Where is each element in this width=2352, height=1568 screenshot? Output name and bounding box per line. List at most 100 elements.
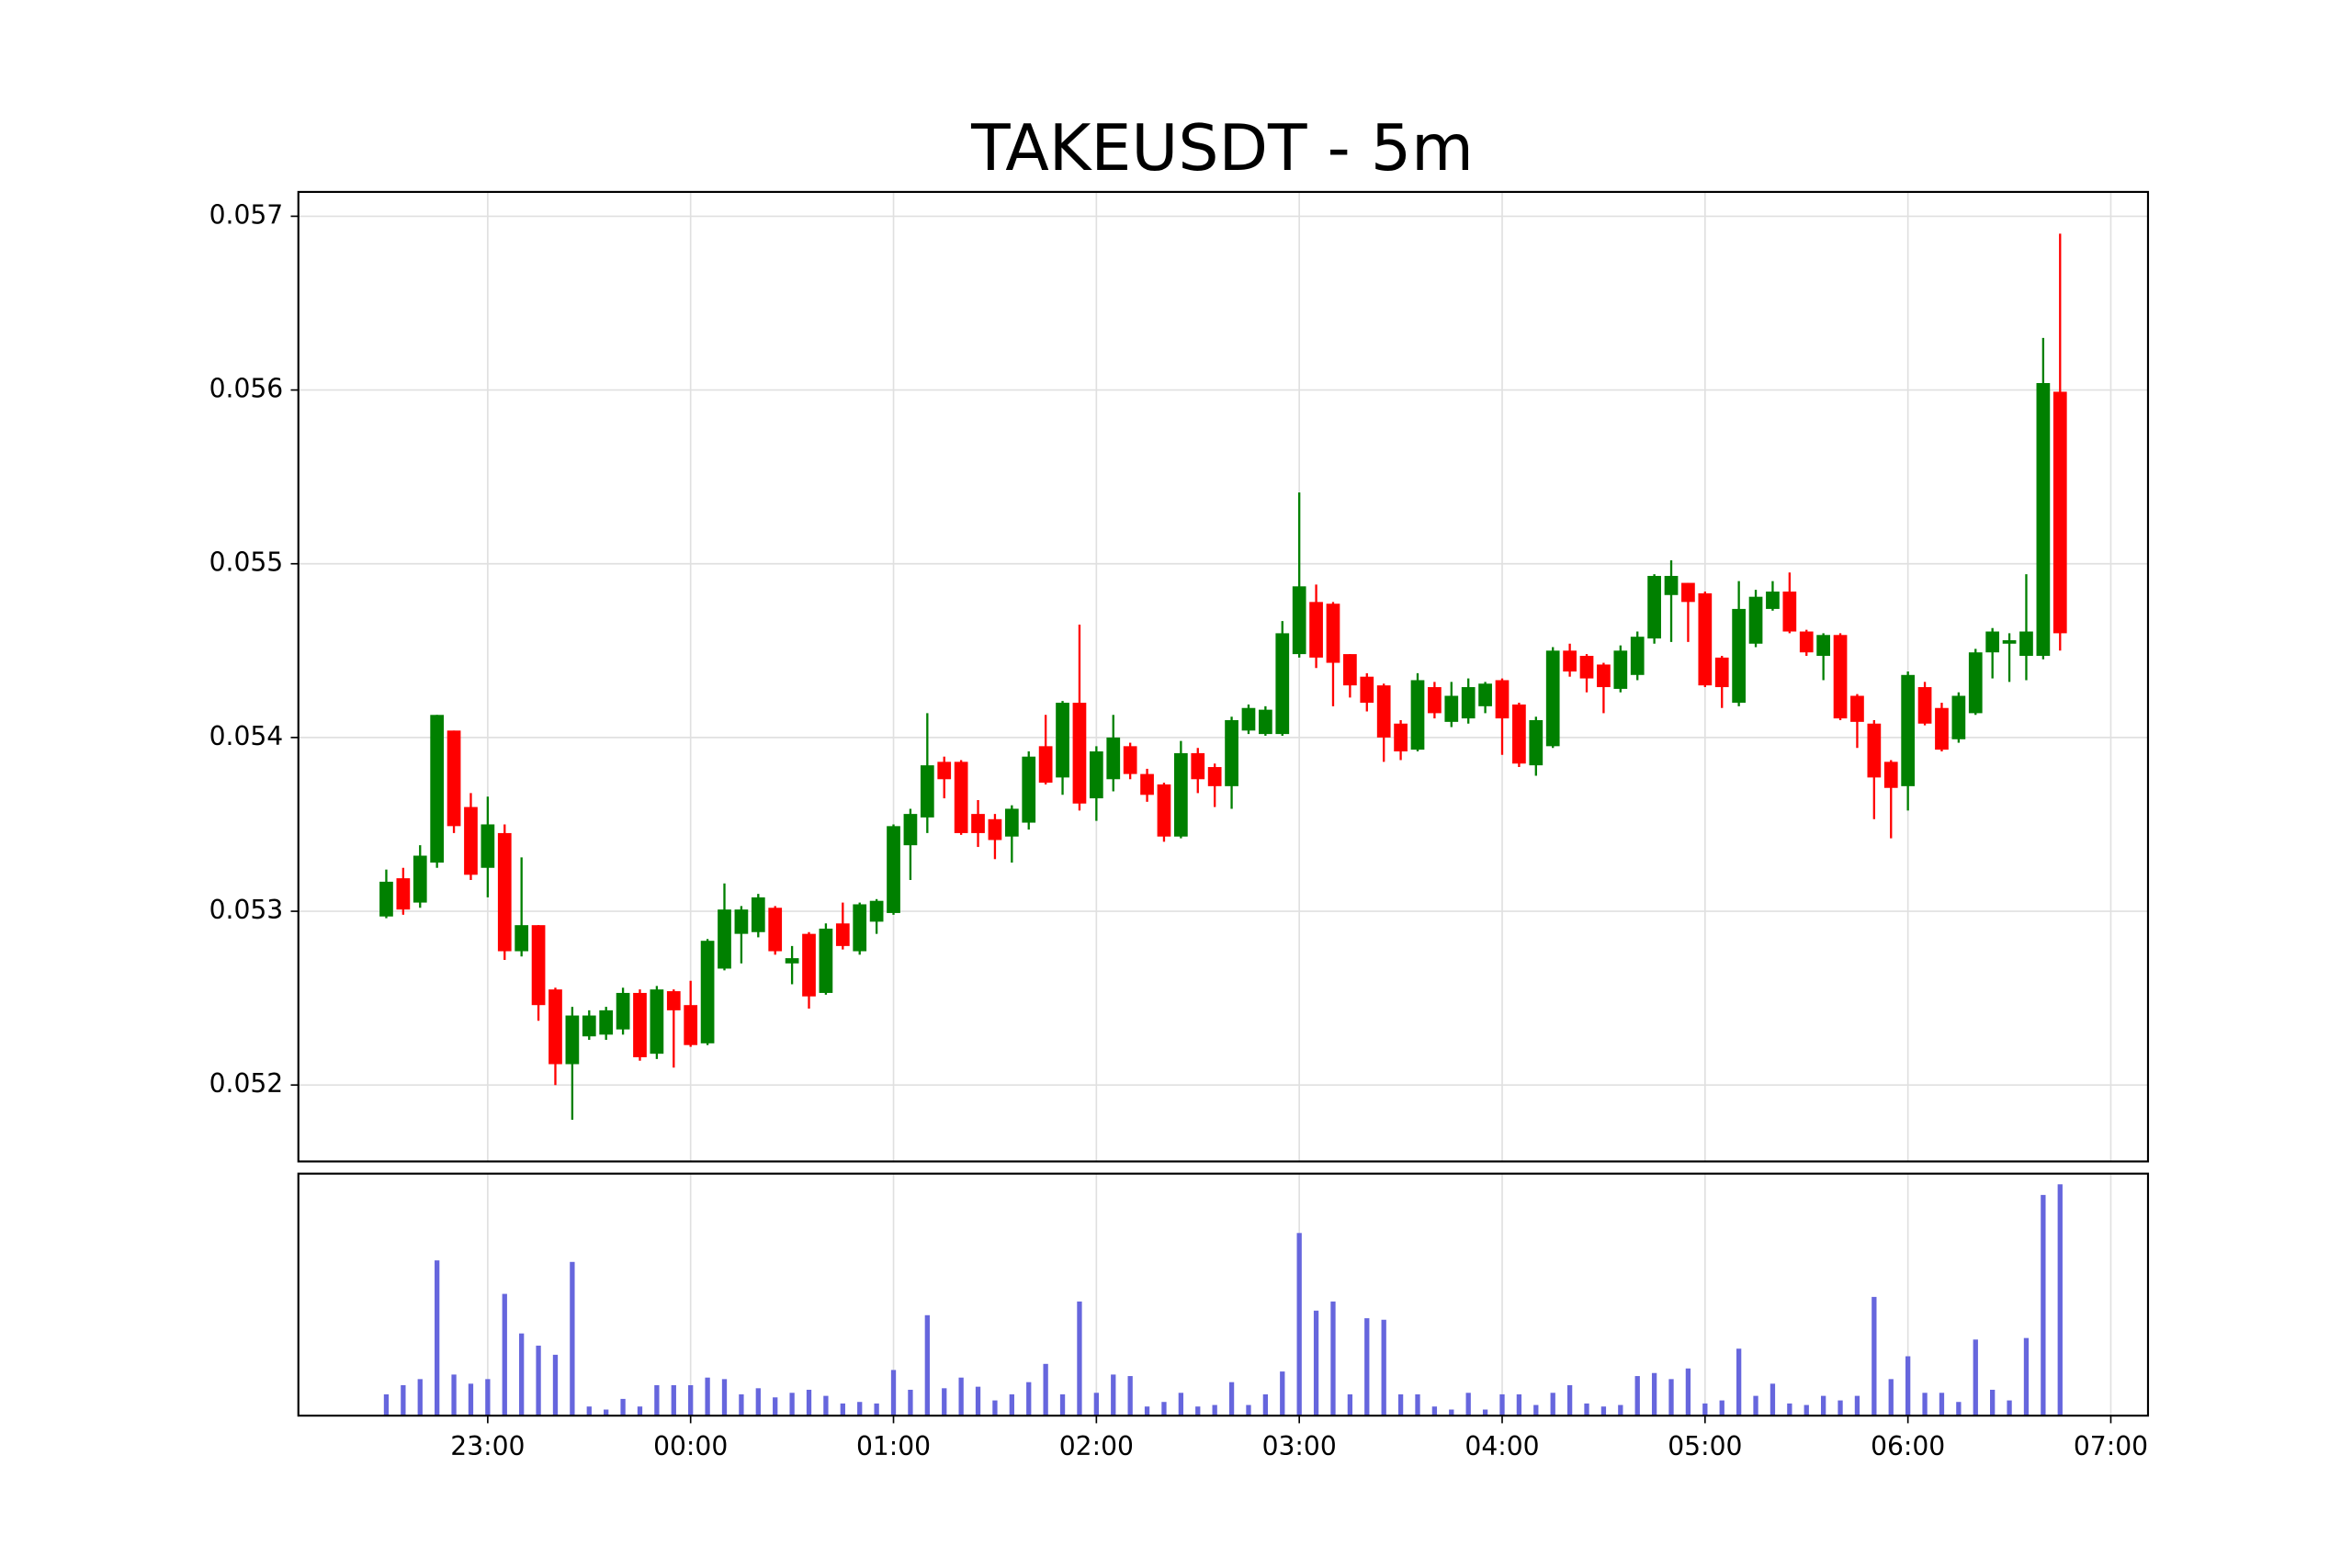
volume-bar: [1956, 1402, 1962, 1416]
volume-bar: [857, 1402, 863, 1416]
candle-body: [1259, 709, 1272, 735]
candle-body: [1038, 746, 1053, 784]
volume-bar: [586, 1406, 592, 1416]
volume-bar: [1313, 1310, 1319, 1416]
volume-bar: [1246, 1404, 1251, 1416]
candle-body: [396, 878, 411, 910]
candle-body: [1309, 602, 1323, 658]
volume-bar: [1753, 1395, 1758, 1416]
volume-bar: [908, 1389, 913, 1416]
candle-body: [1022, 756, 1036, 823]
candle-body: [700, 941, 715, 1043]
candle-body: [633, 992, 647, 1057]
volume-bar: [2057, 1184, 2063, 1416]
x-tick-label: 05:00: [1668, 1431, 1742, 1461]
candle-body: [684, 1005, 698, 1045]
volume-bar: [1077, 1301, 1082, 1416]
volume-bar: [536, 1345, 541, 1416]
volume-bar: [1212, 1404, 1217, 1416]
y-tick-label: 0.057: [209, 199, 284, 230]
y-tick-label: 0.056: [209, 374, 284, 404]
volume-bar: [1905, 1356, 1911, 1416]
x-tick-label: 06:00: [1871, 1431, 1945, 1461]
volume-bar: [1059, 1393, 1066, 1416]
volume-bar: [823, 1395, 829, 1416]
candle-body: [954, 761, 968, 833]
volume-bar: [705, 1377, 710, 1416]
candle-body: [565, 1015, 580, 1065]
candle-body: [1782, 591, 1797, 632]
candle-body: [835, 923, 850, 946]
candle-body: [464, 807, 478, 875]
candle-body: [481, 824, 495, 868]
candle-body: [1478, 683, 1492, 706]
candle-body: [785, 958, 799, 964]
volume-bar: [417, 1379, 423, 1416]
candle-body: [1410, 680, 1425, 750]
volume-bar: [1195, 1406, 1201, 1416]
candle-body: [988, 818, 1002, 840]
volume-bar: [840, 1403, 845, 1416]
candle-body: [497, 832, 512, 952]
volume-bar: [1347, 1393, 1353, 1416]
candle-body: [1799, 631, 1814, 653]
volume-bar: [671, 1384, 676, 1416]
chart-title: TAKEUSDT - 5m: [970, 111, 1474, 186]
volume-bar: [1415, 1393, 1420, 1416]
candle-body: [1968, 652, 1983, 714]
candle-body: [1681, 582, 1695, 603]
volume-bar: [1043, 1363, 1048, 1416]
candle-body: [548, 989, 562, 1065]
candle-body: [616, 992, 630, 1030]
volume-bar: [1651, 1372, 1657, 1416]
volume-bar: [1431, 1406, 1438, 1416]
candle-body: [1867, 723, 1882, 778]
candle-body: [2019, 631, 2033, 656]
volume-bar: [1702, 1403, 1708, 1416]
x-tick-label: 02:00: [1059, 1431, 1134, 1461]
candle-body: [1917, 687, 1932, 724]
volume-bar: [1178, 1393, 1184, 1416]
marks: [379, 233, 2067, 1416]
candle-body: [1106, 737, 1121, 780]
candle-body: [1766, 591, 1780, 609]
volume-bar: [485, 1379, 491, 1416]
x-tick-label: 01:00: [856, 1431, 931, 1461]
candle-body: [1140, 773, 1154, 795]
volume-bar: [654, 1384, 660, 1416]
candle-body: [768, 908, 783, 952]
candle-body: [1360, 676, 1374, 704]
volume-bar: [1533, 1404, 1539, 1416]
candle-body: [1714, 657, 1729, 688]
volume-bar: [1111, 1374, 1116, 1416]
volume-bar: [1820, 1395, 1826, 1416]
volume-bar: [755, 1388, 761, 1416]
candle-body: [1529, 719, 1544, 766]
candle-body: [903, 814, 918, 846]
candle-body: [1732, 608, 1746, 704]
volume-bar: [1566, 1384, 1573, 1416]
candle-body: [1326, 604, 1340, 663]
candle-body: [2052, 391, 2067, 634]
candle-body: [1579, 655, 1594, 679]
volume-bar: [1449, 1409, 1454, 1416]
volume-bar: [942, 1388, 947, 1416]
volume-bar: [1719, 1400, 1724, 1416]
volume-bar: [1296, 1233, 1302, 1416]
volume-bar: [604, 1409, 609, 1416]
candle-body: [1173, 752, 1188, 837]
volume-bar: [958, 1377, 964, 1416]
volume-bar: [992, 1400, 998, 1416]
volume-bar: [806, 1389, 812, 1416]
candle-body: [1056, 703, 1069, 778]
volume-bar: [1787, 1403, 1792, 1416]
candle-body: [1157, 784, 1171, 837]
volume-bar: [1838, 1400, 1843, 1416]
y-tick-label: 0.054: [209, 721, 284, 751]
candle-body: [1275, 633, 1290, 735]
volume-bar: [1127, 1376, 1133, 1416]
candle-body: [1394, 723, 1408, 752]
candle-body: [2002, 639, 2017, 644]
